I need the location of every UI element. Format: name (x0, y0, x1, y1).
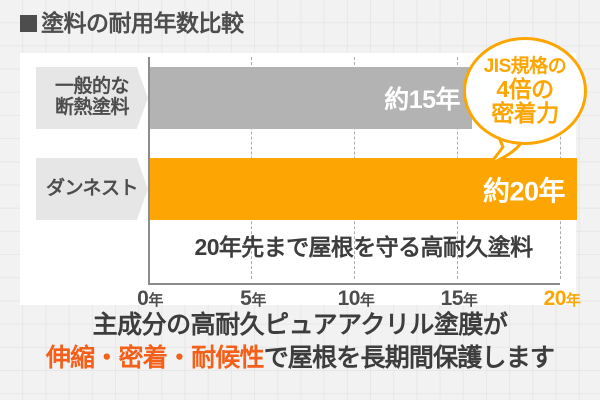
axis-tick-10-value: 10 (337, 287, 361, 310)
bar-dannest: 約20年 (150, 158, 577, 220)
axis-tick-5: 5年 (240, 287, 266, 311)
axis-tick-0-value: 0 (137, 287, 149, 310)
row-label-general-line1: 一般的な (54, 76, 130, 98)
axis-tick-20-unit: 年 (565, 292, 581, 309)
bar-value-general-paint: 約15年 (384, 86, 460, 114)
row-label-dannest: ダンネスト (36, 158, 148, 220)
callout-line-3: 密着力 (491, 100, 559, 127)
axis-line-horizontal (148, 283, 560, 285)
caption-line-1: 主成分の高耐久ピュアアクリル塗膜が (92, 311, 508, 339)
row-label-dannest-line1: ダンネスト (45, 177, 139, 199)
caption-highlight-text: 伸縮・密着・耐候性 (45, 344, 265, 373)
axis-tick-20-value: 20 (543, 287, 567, 310)
callout-line-1: JIS規格の (483, 55, 567, 77)
axis-tick-15: 15年 (441, 287, 478, 311)
axis-tick-15-unit: 年 (462, 292, 478, 309)
bar-value-dannest: 約20年 (482, 176, 566, 207)
axis-tick-10-unit: 年 (359, 292, 375, 309)
axis-tick-0-unit: 年 (148, 292, 163, 309)
axis-tick-0: 0年 (137, 287, 163, 311)
callout-line-2: 4倍の (496, 75, 554, 102)
row-label-general-line2: 断熱塗料 (54, 97, 130, 118)
axis-tick-15-value: 15 (440, 287, 464, 310)
row-label-general-paint: 一般的な 断熱塗料 (36, 67, 148, 129)
page-title-text: 塗料の耐用年数比較 (41, 10, 244, 36)
banner-durability-message: 20年先まで屋根を守る高耐久塗料 (194, 234, 534, 260)
axis-tick-5-unit: 年 (251, 292, 266, 309)
callout-bubble-adhesion: JIS規格の 4倍の 密着力 (463, 37, 587, 145)
caption-line-2: 伸縮・密着・耐候性で屋根を長期間保護します (0, 343, 600, 374)
axis-tick-5-value: 5 (240, 287, 252, 310)
axis-tick-10: 10年 (338, 287, 375, 311)
page-title: 塗料の耐用年数比較 (20, 12, 244, 35)
title-bullet-icon (20, 15, 37, 32)
axis-line-vertical (148, 57, 150, 285)
bar-general-paint: 約15年 (150, 67, 472, 129)
caption-block: 主成分の高耐久ピュアアクリル塗膜が 伸縮・密着・耐候性で屋根を長期間保護します (0, 310, 600, 375)
axis-tick-20: 20年 (544, 287, 581, 311)
caption-rest-text: で屋根を長期間保護します (263, 344, 555, 373)
